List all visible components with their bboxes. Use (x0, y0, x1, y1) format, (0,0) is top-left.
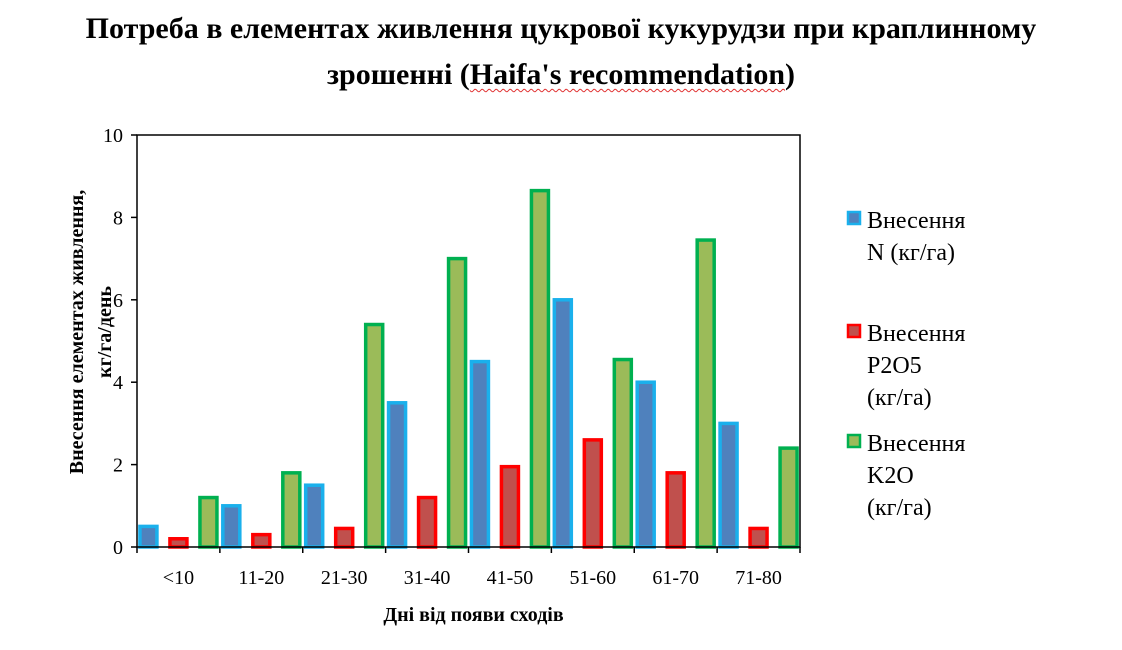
y-tick-label: 8 (113, 207, 123, 229)
bar-k2o (778, 446, 799, 549)
y-tick-label: 2 (113, 455, 123, 477)
bar-n (138, 524, 159, 549)
legend-label: Внесення K2O (кг/га) (867, 431, 965, 521)
y-axis-title-line: Внесення елементах живлення, (66, 190, 88, 474)
y-tick-label: 4 (113, 372, 123, 394)
bar-p2o5 (748, 526, 769, 549)
legend-label-line: N (кг/га) (867, 240, 955, 266)
chart-title-line-2-prefix: зрошенні ( (326, 58, 470, 91)
bar-n (386, 401, 408, 549)
legend-label-line: (кг/га) (867, 495, 932, 521)
legend-label-line: Внесення (867, 208, 965, 234)
legend-label-line: P2O5 (867, 353, 922, 379)
bar-p2o5 (499, 464, 521, 549)
bar-n (718, 421, 739, 549)
x-tick-label: <10 (163, 567, 194, 589)
bar-p2o5 (665, 471, 686, 549)
bar-p2o5 (333, 526, 355, 549)
bar-p2o5 (416, 495, 438, 549)
bar-p2o5 (582, 438, 604, 549)
y-axis-title-line: кг/га/день (94, 286, 116, 378)
legend-swatch (846, 323, 862, 339)
bar-p2o5 (168, 537, 189, 549)
bar-k2o (198, 495, 219, 549)
bar-group (221, 471, 302, 549)
chart-title: Потреба в елементах живлення цукрової ку… (0, 6, 1122, 98)
legend-label-line: Внесення (867, 321, 965, 347)
bar-group (635, 238, 716, 549)
legend-swatch (846, 433, 862, 449)
bar-group (138, 495, 219, 549)
x-axis-title: Дні від появи сходів (383, 604, 564, 626)
x-tick-label: 21-30 (321, 567, 368, 589)
bar-p2o5 (251, 532, 272, 549)
legend-label-line: (кг/га) (867, 385, 932, 411)
chart-title-line-1: Потреба в елементах живлення цукрової ку… (85, 12, 1037, 45)
chart-title-line-2: зрошенні (Haifa's recommendation) (0, 52, 1122, 98)
legend-swatch (846, 210, 862, 226)
bar-k2o (612, 357, 634, 549)
bar-group (469, 188, 551, 549)
legend-label-line: Внесення (867, 431, 965, 457)
bar-groups (138, 188, 799, 549)
bar-group (386, 256, 468, 549)
x-tick-label: 71-80 (735, 567, 782, 589)
bar-n (552, 298, 574, 549)
x-tick-label: 11-20 (238, 567, 284, 589)
legend-item: Внесення K2O (кг/га) (846, 431, 965, 521)
bar-k2o (529, 188, 551, 549)
legend-label: Внесення P2O5 (кг/га) (867, 321, 965, 411)
bar-k2o (695, 238, 716, 549)
x-axis-ticks: <10 11-20 21-30 31-40 41-50 51-60 61-70 71-80 (136, 547, 801, 589)
legend-label-line: K2O (867, 463, 914, 489)
chart-title-line-2-spellcheck-marked: Haifa's recommendation (469, 58, 786, 91)
bar-k2o (446, 256, 468, 549)
chart-title-line-2-suffix: ) (785, 58, 796, 91)
y-axis-title: Внесення елементах живлення, кг/га/день (66, 190, 116, 474)
legend: Внесення N (кг/га)Внесення P2O5 (кг/га)Внес… (846, 208, 965, 521)
bar-k2o (281, 471, 302, 549)
bar-n (469, 359, 491, 549)
legend-item: Внесення P2O5 (кг/га) (846, 321, 965, 411)
x-tick-label: 61-70 (652, 567, 699, 589)
bar-n (303, 483, 325, 549)
y-tick-label: 6 (113, 290, 123, 312)
y-axis-ticks: 0 2 4 6 8 10 (103, 125, 137, 559)
bar-n (221, 504, 242, 549)
bar-group (718, 421, 799, 549)
x-tick-label: 51-60 (569, 567, 616, 589)
legend-item: Внесення N (кг/га) (846, 208, 965, 266)
legend-label: Внесення N (кг/га) (867, 208, 965, 266)
x-tick-label: 41-50 (487, 567, 534, 589)
y-tick-label: 10 (103, 125, 123, 147)
x-tick-label: 31-40 (404, 567, 451, 589)
bar-group (552, 298, 634, 549)
y-tick-label: 0 (113, 537, 123, 559)
bar-group (303, 322, 385, 549)
bar-k2o (363, 322, 385, 549)
bar-n (635, 380, 656, 549)
